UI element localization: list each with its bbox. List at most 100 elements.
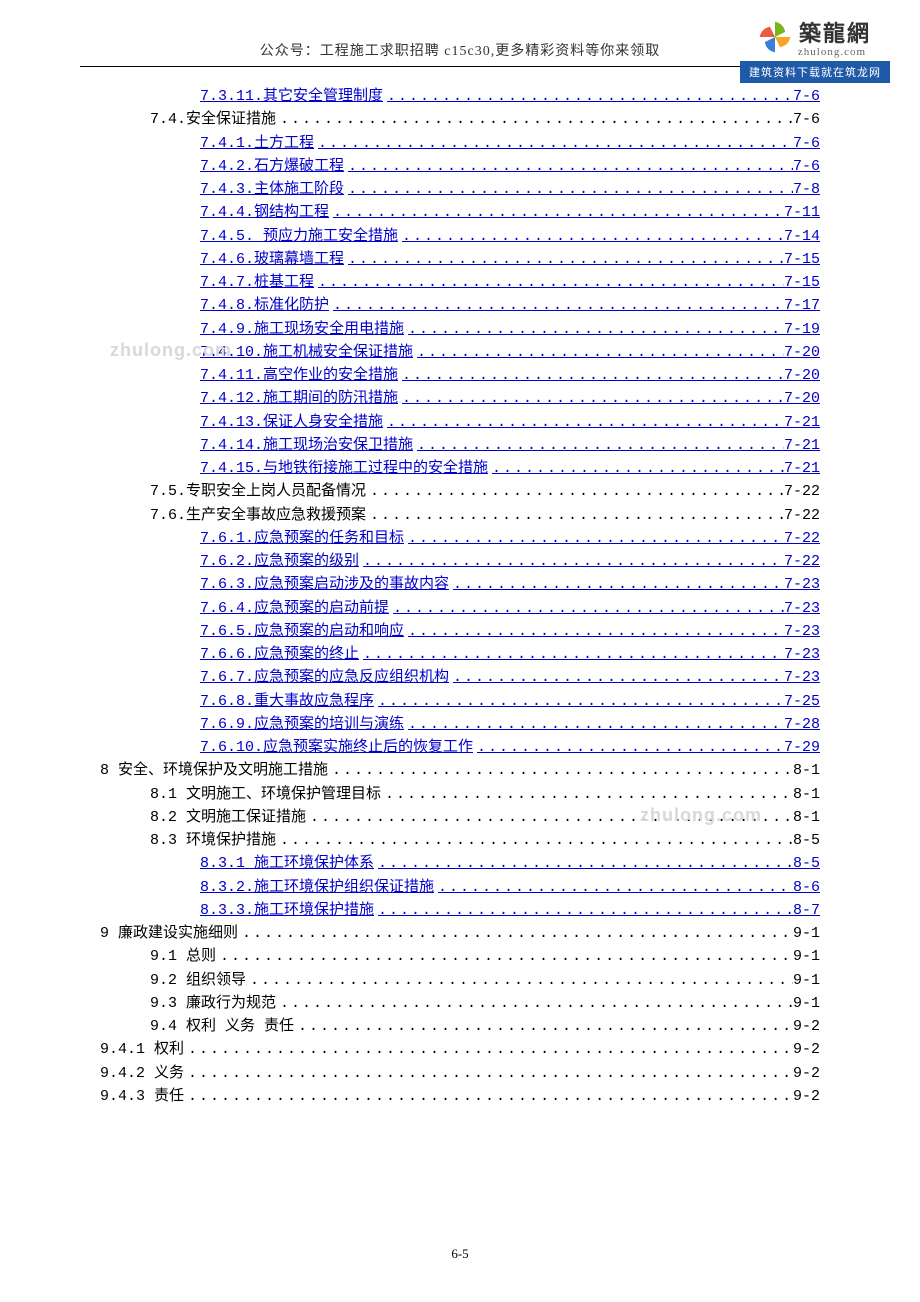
toc-label[interactable]: 7.4.14.施工现场治安保卫措施 bbox=[200, 434, 413, 457]
toc-page-number[interactable]: 7-15 bbox=[784, 248, 820, 271]
toc-label[interactable]: 7.6.1.应急预案的任务和目标 bbox=[200, 527, 404, 550]
toc-page-number[interactable]: 7-20 bbox=[784, 364, 820, 387]
toc-page-number[interactable]: 7-20 bbox=[784, 387, 820, 410]
toc-label[interactable]: 7.6.10.应急预案实施终止后的恢复工作 bbox=[200, 736, 473, 759]
toc-label[interactable]: 7.4.13.保证人身安全措施 bbox=[200, 411, 383, 434]
toc-label[interactable]: 7.6.6.应急预案的终止 bbox=[200, 643, 359, 666]
toc-label[interactable]: 7.4.4.钢结构工程 bbox=[200, 201, 329, 224]
toc-row[interactable]: 7.4.5. 预应力施工安全措施 7-14 bbox=[100, 225, 820, 248]
toc-page-number[interactable]: 7-17 bbox=[784, 294, 820, 317]
toc-page-number[interactable]: 7-11 bbox=[784, 201, 820, 224]
toc-page-number[interactable]: 7-20 bbox=[784, 341, 820, 364]
toc-page-number[interactable]: 7-14 bbox=[784, 225, 820, 248]
toc-row[interactable]: 8.3.1 施工环境保护体系 8-5 bbox=[100, 852, 820, 875]
toc-label[interactable]: 7.6.5.应急预案的启动和响应 bbox=[200, 620, 404, 643]
toc-page-number[interactable]: 7-23 bbox=[784, 620, 820, 643]
toc-label[interactable]: 7.6.2.应急预案的级别 bbox=[200, 550, 359, 573]
toc-page-number[interactable]: 7-15 bbox=[784, 271, 820, 294]
toc-row[interactable]: 7.6.8.重大事故应急程序 7-25 bbox=[100, 690, 820, 713]
toc-page-number[interactable]: 8-5 bbox=[793, 852, 820, 875]
toc-row[interactable]: 7.6.4.应急预案的启动前提 7-23 bbox=[100, 597, 820, 620]
toc-row[interactable]: 8.3.3.施工环境保护措施 8-7 bbox=[100, 899, 820, 922]
toc-row[interactable]: 7.3.11.其它安全管理制度 7-6 bbox=[100, 85, 820, 108]
toc-page-number[interactable]: 7-21 bbox=[784, 434, 820, 457]
toc-leader-dots bbox=[344, 178, 793, 201]
toc-row[interactable]: 7.4.10.施工机械安全保证措施 7-20 bbox=[100, 341, 820, 364]
toc-label[interactable]: 7.4.5. 预应力施工安全措施 bbox=[200, 225, 398, 248]
toc-page-number[interactable]: 7-6 bbox=[793, 132, 820, 155]
toc-label[interactable]: 7.4.3.主体施工阶段 bbox=[200, 178, 344, 201]
toc-row[interactable]: 7.4.7.桩基工程 7-15 bbox=[100, 271, 820, 294]
toc-page-number[interactable]: 7-19 bbox=[784, 318, 820, 341]
toc-row: 9.4.1 权利9-2 bbox=[100, 1038, 820, 1061]
toc-label[interactable]: 7.6.4.应急预案的启动前提 bbox=[200, 597, 389, 620]
toc-row[interactable]: 7.6.6.应急预案的终止 7-23 bbox=[100, 643, 820, 666]
toc-row[interactable]: 7.6.10.应急预案实施终止后的恢复工作 7-29 bbox=[100, 736, 820, 759]
toc-label[interactable]: 7.4.12.施工期间的防汛措施 bbox=[200, 387, 398, 410]
toc-row[interactable]: 7.4.13.保证人身安全措施 7-21 bbox=[100, 411, 820, 434]
toc-row[interactable]: 7.4.12.施工期间的防汛措施 7-20 bbox=[100, 387, 820, 410]
toc-row[interactable]: 7.6.2.应急预案的级别 7-22 bbox=[100, 550, 820, 573]
toc-label[interactable]: 7.4.9.施工现场安全用电措施 bbox=[200, 318, 404, 341]
logo-top: 築龍網 zhulong.com bbox=[740, 16, 890, 58]
toc-leader-dots bbox=[398, 364, 784, 387]
toc-page-number[interactable]: 7-29 bbox=[784, 736, 820, 759]
toc-row[interactable]: 7.6.3.应急预案启动涉及的事故内容 7-23 bbox=[100, 573, 820, 596]
toc-leader-dots bbox=[328, 759, 793, 782]
toc-row[interactable]: 7.4.8.标准化防护 7-17 bbox=[100, 294, 820, 317]
toc-page-number[interactable]: 7-23 bbox=[784, 666, 820, 689]
toc-label[interactable]: 7.4.6.玻璃幕墙工程 bbox=[200, 248, 344, 271]
toc-label: 7.4.安全保证措施 bbox=[150, 108, 276, 131]
toc-label[interactable]: 7.4.15.与地铁衔接施工过程中的安全措施 bbox=[200, 457, 488, 480]
toc-page-number: 8-1 bbox=[793, 806, 820, 829]
toc-label[interactable]: 7.6.9.应急预案的培训与演练 bbox=[200, 713, 404, 736]
table-of-contents: 7.3.11.其它安全管理制度7-67.4.安全保证措施7-67.4.1.土方工… bbox=[100, 85, 820, 1108]
toc-label: 9 廉政建设实施细则 bbox=[100, 922, 238, 945]
toc-row[interactable]: 8.3.2.施工环境保护组织保证措施 8-6 bbox=[100, 876, 820, 899]
toc-page-number[interactable]: 7-23 bbox=[784, 643, 820, 666]
toc-page-number[interactable]: 7-21 bbox=[784, 457, 820, 480]
toc-row[interactable]: 7.6.9.应急预案的培训与演练 7-28 bbox=[100, 713, 820, 736]
toc-row[interactable]: 7.4.2.石方爆破工程 7-6 bbox=[100, 155, 820, 178]
toc-page-number[interactable]: 7-8 bbox=[793, 178, 820, 201]
toc-page-number[interactable]: 7-28 bbox=[784, 713, 820, 736]
toc-row[interactable]: 7.6.7.应急预案的应急反应组织机构 7-23 bbox=[100, 666, 820, 689]
toc-label[interactable]: 8.3.3.施工环境保护措施 bbox=[200, 899, 374, 922]
toc-page-number[interactable]: 7-22 bbox=[784, 550, 820, 573]
toc-label[interactable]: 7.6.8.重大事故应急程序 bbox=[200, 690, 374, 713]
toc-row[interactable]: 7.4.11.高空作业的安全措施 7-20 bbox=[100, 364, 820, 387]
toc-label[interactable]: 8.3.1 施工环境保护体系 bbox=[200, 852, 374, 875]
toc-row[interactable]: 7.6.1.应急预案的任务和目标 7-22 bbox=[100, 527, 820, 550]
toc-leader-dots bbox=[404, 620, 784, 643]
toc-label[interactable]: 7.4.7.桩基工程 bbox=[200, 271, 314, 294]
toc-label[interactable]: 7.3.11.其它安全管理制度 bbox=[200, 85, 383, 108]
toc-row[interactable]: 7.4.3.主体施工阶段 7-8 bbox=[100, 178, 820, 201]
toc-label[interactable]: 7.4.10.施工机械安全保证措施 bbox=[200, 341, 413, 364]
toc-label[interactable]: 7.6.3.应急预案启动涉及的事故内容 bbox=[200, 573, 449, 596]
toc-page-number[interactable]: 7-25 bbox=[784, 690, 820, 713]
toc-label[interactable]: 7.4.11.高空作业的安全措施 bbox=[200, 364, 398, 387]
toc-row[interactable]: 7.4.15.与地铁衔接施工过程中的安全措施 7-21 bbox=[100, 457, 820, 480]
toc-page-number[interactable]: 7-6 bbox=[793, 85, 820, 108]
toc-page-number[interactable]: 7-21 bbox=[784, 411, 820, 434]
toc-row: 8.2 文明施工保证措施8-1 bbox=[100, 806, 820, 829]
toc-label[interactable]: 7.4.8.标准化防护 bbox=[200, 294, 329, 317]
toc-page-number[interactable]: 8-6 bbox=[793, 876, 820, 899]
toc-page-number[interactable]: 7-22 bbox=[784, 527, 820, 550]
toc-page-number[interactable]: 7-23 bbox=[784, 573, 820, 596]
toc-label[interactable]: 7.4.1.土方工程 bbox=[200, 132, 314, 155]
toc-row[interactable]: 7.4.4.钢结构工程 7-11 bbox=[100, 201, 820, 224]
toc-page-number[interactable]: 7-6 bbox=[793, 155, 820, 178]
toc-label[interactable]: 7.4.2.石方爆破工程 bbox=[200, 155, 344, 178]
toc-row[interactable]: 7.4.1.土方工程 7-6 bbox=[100, 132, 820, 155]
toc-leader-dots bbox=[404, 318, 784, 341]
toc-row[interactable]: 7.4.14.施工现场治安保卫措施 7-21 bbox=[100, 434, 820, 457]
toc-label[interactable]: 7.6.7.应急预案的应急反应组织机构 bbox=[200, 666, 449, 689]
toc-page-number[interactable]: 8-7 bbox=[793, 899, 820, 922]
toc-label[interactable]: 8.3.2.施工环境保护组织保证措施 bbox=[200, 876, 434, 899]
toc-row[interactable]: 7.6.5.应急预案的启动和响应 7-23 bbox=[100, 620, 820, 643]
toc-row[interactable]: 7.4.6.玻璃幕墙工程 7-15 bbox=[100, 248, 820, 271]
toc-row[interactable]: 7.4.9.施工现场安全用电措施 7-19 bbox=[100, 318, 820, 341]
toc-page-number[interactable]: 7-23 bbox=[784, 597, 820, 620]
toc-row: 8.3 环境保护措施8-5 bbox=[100, 829, 820, 852]
